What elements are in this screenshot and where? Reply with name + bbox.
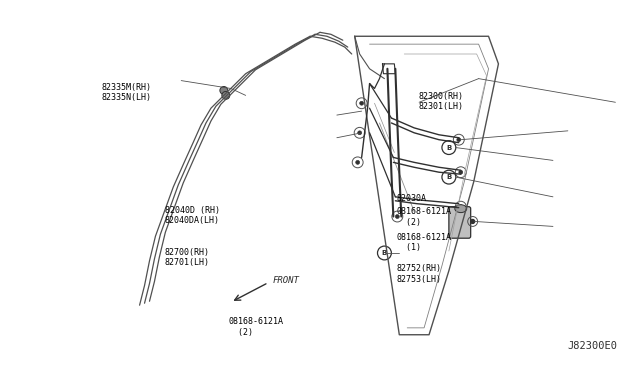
- Text: B: B: [446, 145, 451, 151]
- Text: 82300(RH)
82301(LH): 82300(RH) 82301(LH): [419, 92, 463, 112]
- Circle shape: [470, 219, 475, 224]
- Text: J82300E0: J82300E0: [568, 341, 618, 352]
- Circle shape: [396, 215, 399, 218]
- Text: 08168-6121A
  (1): 08168-6121A (1): [396, 233, 451, 253]
- FancyBboxPatch shape: [449, 207, 470, 238]
- Circle shape: [358, 131, 362, 135]
- Circle shape: [356, 160, 360, 164]
- Text: B: B: [382, 250, 387, 256]
- Circle shape: [360, 101, 364, 105]
- Circle shape: [457, 138, 461, 142]
- Text: 82335M(RH)
82335N(LH): 82335M(RH) 82335N(LH): [101, 83, 151, 102]
- Circle shape: [459, 170, 463, 174]
- Text: 82030A: 82030A: [396, 194, 426, 203]
- Text: 82040D (RH)
82040DA(LH): 82040D (RH) 82040DA(LH): [164, 206, 220, 225]
- Text: 82752(RH)
82753(LH): 82752(RH) 82753(LH): [396, 264, 441, 283]
- Text: B: B: [446, 174, 451, 180]
- Ellipse shape: [455, 205, 467, 212]
- Text: 08168-6121A
  (2): 08168-6121A (2): [228, 317, 283, 337]
- Text: FRONT: FRONT: [273, 276, 300, 285]
- Text: 08168-6121A
  (2): 08168-6121A (2): [396, 208, 451, 227]
- Circle shape: [459, 205, 463, 209]
- Circle shape: [220, 87, 228, 94]
- Text: 82700(RH)
82701(LH): 82700(RH) 82701(LH): [164, 248, 209, 267]
- Circle shape: [222, 92, 230, 99]
